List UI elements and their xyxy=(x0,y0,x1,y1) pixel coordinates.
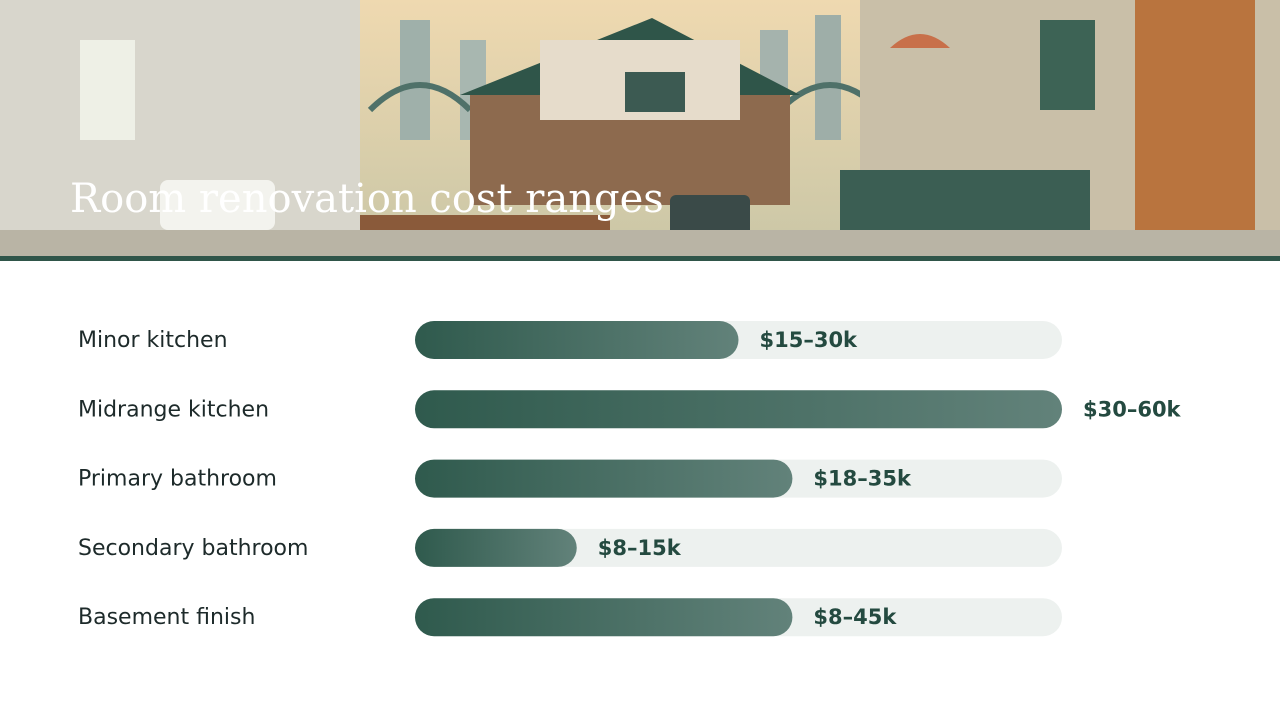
category-label: Midrange kitchen xyxy=(78,397,269,422)
bar xyxy=(415,528,577,567)
chart-title: Room renovation cost ranges xyxy=(70,176,664,222)
value-label: $30–60k xyxy=(1083,397,1182,421)
header-illustration xyxy=(0,0,1280,261)
value-label: $8–15k xyxy=(598,536,682,560)
category-label: Minor kitchen xyxy=(78,328,228,353)
bar xyxy=(415,321,739,359)
category-label: Secondary bathroom xyxy=(78,536,308,561)
bar xyxy=(415,459,793,498)
value-label: $15–30k xyxy=(760,328,859,352)
value-label: $8–45k xyxy=(813,605,897,629)
category-label: Basement finish xyxy=(78,605,255,630)
category-label: Primary bathroom xyxy=(78,467,277,492)
bar-track xyxy=(415,528,1062,567)
bar xyxy=(415,598,793,637)
value-label: $18–35k xyxy=(813,467,912,491)
bar xyxy=(415,390,1062,429)
